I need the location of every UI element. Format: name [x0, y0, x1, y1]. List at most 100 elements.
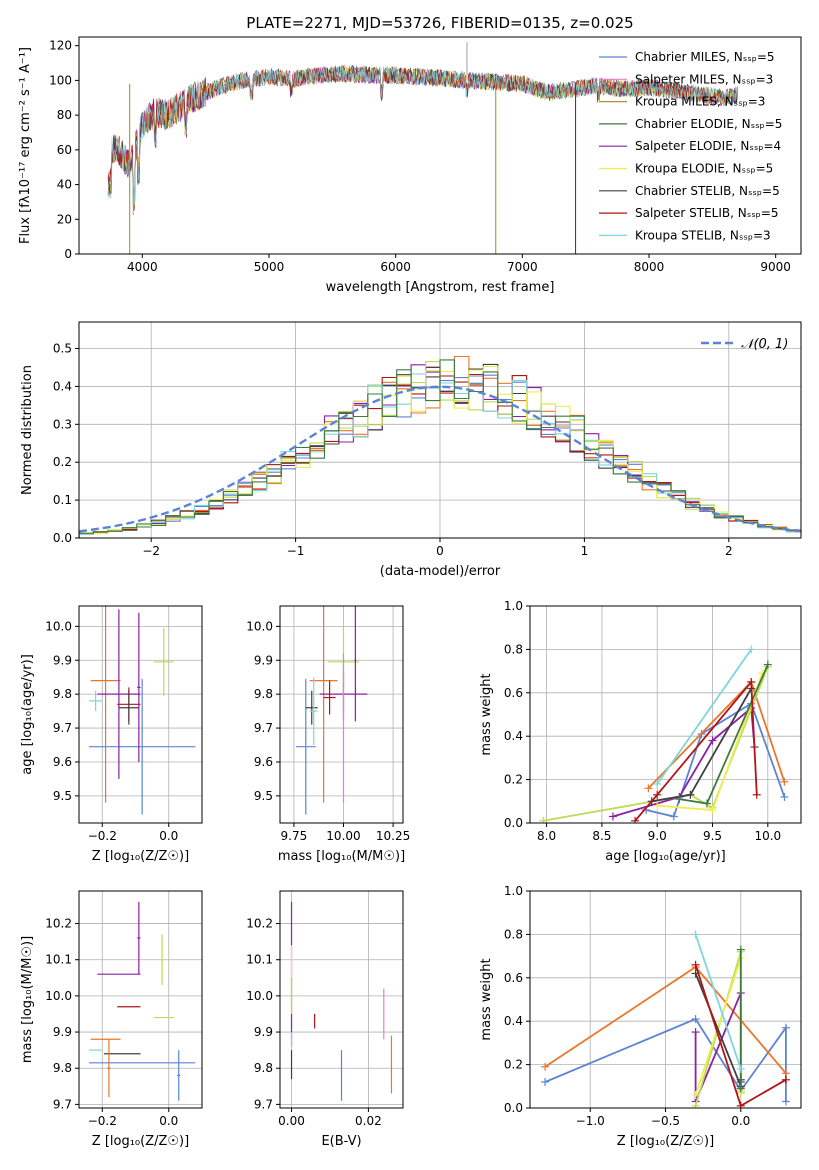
weight-z-series [541, 930, 790, 1108]
weight-z-ytick-label: 0.8 [504, 927, 523, 941]
weight-z-xtick-label: −0.5 [651, 1114, 680, 1128]
spectrum-xtick-label: 6000 [380, 260, 411, 274]
age-z-ytick-label: 9.6 [53, 755, 72, 769]
residuals-frame [78, 321, 802, 539]
mass-z-points [88, 901, 196, 1101]
mass-ebv-ytick-label: 9.8 [254, 1061, 273, 1075]
mass-z-ytick-label: 9.8 [53, 1061, 72, 1075]
age-mass-ytick-label: 9.6 [254, 755, 273, 769]
age-z-xlabel: Z [log₁₀(Z/Z☉)] [92, 849, 189, 864]
residuals-xtick-label: −2 [142, 544, 160, 558]
mass-z-frame [78, 890, 203, 1109]
age-mass-xtick-label: 10.25 [376, 829, 410, 843]
weight-z-xtick-label: −1.0 [576, 1114, 605, 1128]
weight-age-ytick-label: 0.4 [504, 729, 523, 743]
age-mass-axes: 9.75 10.00 10.25 9.5 9.6 9.7 9.8 9.9 10.0 mass [l… [246, 606, 410, 864]
weight-z-ytick-label: 0.0 [504, 1101, 523, 1115]
weight-age-xtick-label: 8.0 [537, 829, 556, 843]
spectrum-lines [107, 42, 738, 254]
residuals-ytick-label: 0.4 [53, 379, 72, 393]
weight-z-ylabel: mass weight [479, 958, 494, 1040]
spectrum-xtick-label: 5000 [254, 260, 285, 274]
weight-age-ytick-label: 0.0 [504, 816, 523, 830]
weight-z-frame [529, 890, 802, 1109]
mass-ebv-ytick-label: 9.7 [254, 1097, 273, 1111]
mass-z-ytick-label: 9.9 [53, 1025, 72, 1039]
figure-title: PLATE=2271, MJD=53726, FIBERID=0135, z=0… [246, 14, 633, 32]
residuals-xlabel: (data-model)/error [380, 564, 501, 579]
age-mass-ytick-label: 9.8 [254, 687, 273, 701]
weight-age-xlabel: age [log₁₀(age/yr)] [605, 849, 726, 864]
spectrum-ytick-label: 0 [64, 247, 72, 261]
weight-age-xtick-label: 9.0 [648, 829, 667, 843]
spectrum-xlabel: wavelength [Angstrom, rest frame] [326, 280, 555, 295]
age-mass-xtick-label: 10.00 [326, 829, 360, 843]
spectrum-legend-label: Salpeter MILES, Nₛₛₚ=3 [635, 72, 773, 86]
spectrum-legend-label: Kroupa STELIB, Nₛₛₚ=3 [635, 228, 771, 242]
spectrum-ytick-label: 80 [57, 108, 72, 122]
weight-z-series-line [694, 934, 742, 1070]
mass-z-ytick-label: 10.0 [45, 989, 72, 1003]
weight-age-ytick-label: 0.8 [504, 642, 523, 656]
mass-ebv-axes: 0.00 0.02 9.7 9.8 9.9 10.0 10.1 10.2 E(B-V) [246, 891, 403, 1149]
spectrum-xtick-label: 8000 [634, 260, 665, 274]
residuals-xtick-label: 1 [581, 544, 589, 558]
age-mass-ytick-label: 10.0 [246, 619, 273, 633]
mass-ebv-ytick-label: 9.9 [254, 1025, 273, 1039]
residuals-xtick-label: −1 [287, 544, 305, 558]
weight-age-axes: 8.0 8.5 9.0 9.5 10.0 0.0 0.2 0.4 0.6 0.8 1.0 age [l… [479, 599, 801, 864]
weight-age-ylabel: mass weight [479, 673, 494, 755]
mass-z-xtick-label: 0.0 [159, 1114, 178, 1128]
age-mass-ytick-label: 9.5 [254, 789, 273, 803]
weight-z-xtick-label: 0.0 [731, 1114, 750, 1128]
spectrum-ytick-label: 60 [57, 143, 72, 157]
age-mass-xtick-label: 9.75 [281, 829, 308, 843]
weight-age-series-line [657, 672, 764, 811]
spectrum-legend-label: Chabrier MILES, Nₛₛₚ=5 [635, 50, 775, 64]
weight-age-xtick-label: 10.0 [754, 829, 781, 843]
weight-age-ytick-label: 0.2 [504, 773, 523, 787]
age-z-ytick-label: 9.5 [53, 789, 72, 803]
weight-age-series-line [543, 666, 769, 822]
mass-z-ytick-label: 10.2 [45, 917, 72, 931]
residuals-xtick-label: 0 [436, 544, 444, 558]
residuals-legend-label: 𝒩(0, 1) [741, 337, 788, 352]
mass-z-ytick-label: 10.1 [45, 953, 72, 967]
weight-z-ytick-label: 0.6 [504, 971, 523, 985]
age-mass-frame [279, 605, 404, 824]
residuals-ytick-label: 0.3 [53, 417, 72, 431]
mass-ebv-frame [279, 890, 404, 1109]
spectrum-xtick-label: 7000 [507, 260, 538, 274]
spectrum-legend: Chabrier MILES, Nₛₛₚ=5 Salpeter MILES, Nₛ… [599, 50, 782, 242]
weight-age-series-line [634, 679, 758, 822]
mass-ebv-xtick-label: 0.02 [355, 1114, 382, 1128]
weight-age-series [539, 645, 789, 823]
weight-age-series-line [656, 648, 752, 785]
spectrum-legend-label: Chabrier STELIB, Nₛₛₚ=5 [635, 184, 780, 198]
weight-z-xlabel: Z [log₁₀(Z/Z☉)] [617, 1134, 714, 1149]
residuals-ytick-label: 0.2 [53, 455, 72, 469]
age-z-ylabel: age [log₁₀(age/yr)] [20, 654, 35, 775]
age-mass-ytick-label: 9.7 [254, 721, 273, 735]
residuals-axes: −2 −1 0 1 2 0.0 0.1 0.2 0.3 0.4 0.5 (data-model)/er… [20, 322, 801, 579]
age-z-xtick-label: 0.0 [159, 829, 178, 843]
mass-z-xtick-label: −0.2 [88, 1114, 117, 1128]
spectrum-ytick-label: 120 [49, 39, 72, 53]
spectrum-ytick-label: 20 [57, 212, 72, 226]
age-mass-xlabel: mass [log₁₀(M/M☉)] [278, 849, 405, 864]
spectrum-legend-label: Salpeter ELODIE, Nₛₛₚ=4 [635, 139, 781, 153]
spectrum-xtick-label: 9000 [760, 260, 791, 274]
residuals-ylabel: Normed distribution [20, 365, 35, 495]
weight-z-series-line [694, 958, 742, 1096]
age-z-xtick-label: −0.2 [88, 829, 117, 843]
age-z-ytick-label: 9.7 [53, 721, 72, 735]
mass-ebv-xlabel: E(B-V) [321, 1134, 361, 1149]
mass-ebv-ytick-label: 10.0 [246, 989, 273, 1003]
mass-ebv-ytick-label: 10.2 [246, 917, 273, 931]
mass-z-axes: −0.2 0.0 9.7 9.8 9.9 10.0 10.1 10.2 Z [log₁₀(Z/Z… [20, 891, 202, 1149]
weight-age-xtick-label: 9.5 [703, 829, 722, 843]
spectrum-series-line [107, 65, 738, 212]
spectrum-axes: 4000 5000 6000 7000 8000 9000 0 20 40 60 80 100 120 w… [18, 39, 791, 295]
mass-ebv-ytick-label: 10.1 [246, 953, 273, 967]
